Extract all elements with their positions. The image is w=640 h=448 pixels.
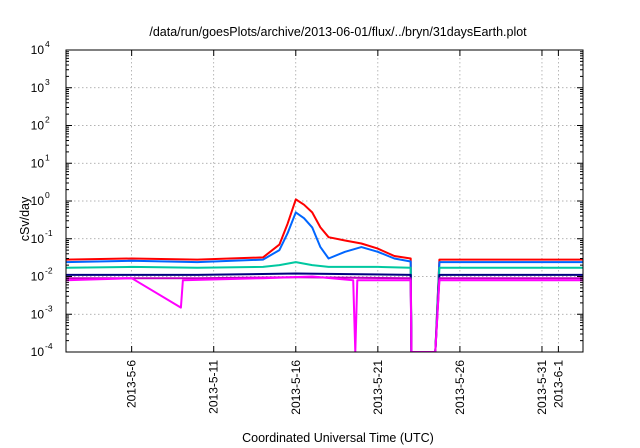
y-tick-label-exponent: -2 [45,266,53,276]
y-tick-label: 10 [31,194,45,208]
series-line-5 [66,276,583,352]
series-group [66,198,583,352]
x-tick-label: 2013-5-6 [125,360,139,408]
x-tick-label: 2013-5-21 [371,360,385,415]
chart-title: /data/run/goesPlots/archive/2013-06-01/f… [149,25,527,39]
plot-area [66,198,583,352]
series-line-3 [66,261,583,352]
grid-lines [66,50,583,352]
y-tick-label-exponent: -3 [45,303,53,313]
y-tick-label-exponent: 0 [45,190,50,200]
y-tick-label-exponent: -4 [45,341,53,351]
y-tick-label: 10 [31,270,45,284]
x-tick-label: 2013-6-1 [551,360,565,408]
y-tick-label-exponent: 3 [45,77,50,87]
y-tick-label: 10 [31,232,45,246]
y-tick-label-exponent: -1 [45,228,53,238]
y-tick-label: 10 [31,156,45,170]
y-tick-label: 10 [31,307,45,321]
y-tick-label-exponent: 4 [45,39,50,49]
x-tick-label: 2013-5-26 [453,360,467,415]
y-tick-label-exponent: 1 [45,152,50,162]
x-axis-label: Coordinated Universal Time (UTC) [242,431,434,445]
y-tick-label-exponent: 2 [45,115,50,125]
y-tick-label: 10 [31,43,45,57]
series-line-6 [66,275,583,352]
y-tick-label: 10 [31,345,45,359]
y-tick-label: 10 [31,119,45,133]
x-tick-label: 2013-5-31 [535,360,549,415]
x-tick-label: 2013-5-16 [289,360,303,415]
axis-ticks [66,49,583,353]
x-axis-tick-labels: 2013-5-6 2013-5-11 2013-5-16 2013-5-21 2013-… [125,360,566,415]
x-tick-label: 2013-5-11 [207,360,221,414]
y-tick-label: 10 [31,81,45,95]
plot-frame [65,49,584,353]
y-axis-label: cSv/day [18,196,32,241]
